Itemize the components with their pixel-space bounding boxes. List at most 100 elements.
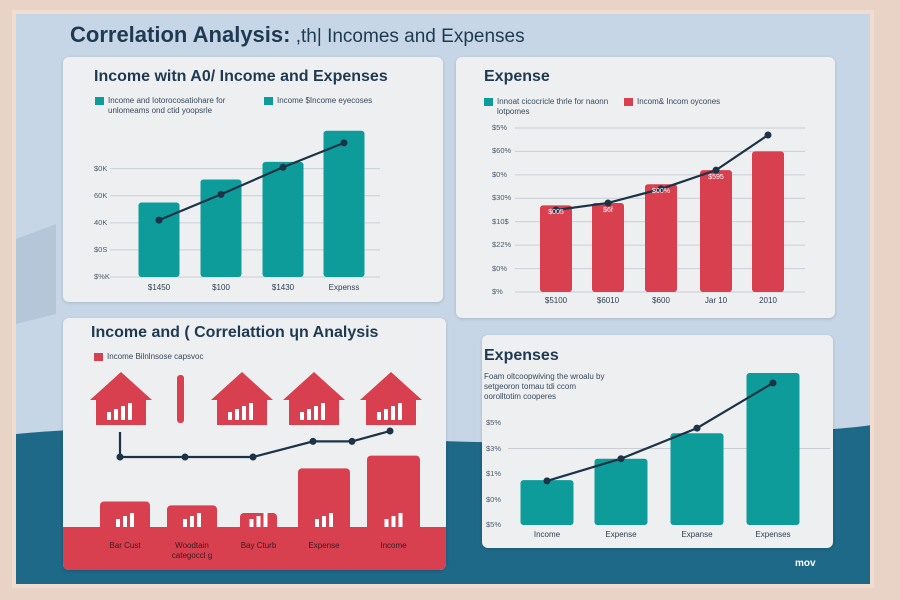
trend-point: [279, 163, 287, 171]
trend-point: [712, 166, 720, 174]
bar: [700, 170, 732, 292]
mini-bar-glyph: [242, 406, 246, 420]
house-chart-icon: [360, 372, 422, 425]
y-tick-label: $5%: [486, 520, 502, 529]
category-label: Income: [380, 541, 407, 550]
trend-point: [116, 453, 124, 461]
trend-point: [693, 424, 701, 432]
y-tick-label: $3%: [486, 443, 502, 453]
mini-bar-glyph: [249, 403, 253, 420]
mini-bar-glyph: [321, 403, 325, 420]
y-tick-label: $60%: [492, 146, 512, 156]
x-tick-label: $600: [652, 296, 670, 305]
x-tick-label: $100: [212, 283, 230, 292]
category-glyph: [197, 513, 201, 527]
bar-marker-icon: [177, 375, 184, 423]
category-label: Expense: [308, 541, 340, 550]
trend-point: [348, 437, 356, 445]
category-glyph: [123, 516, 127, 527]
category-glyph: [315, 519, 319, 527]
y-tick-label: 60K: [94, 190, 108, 200]
mini-bar-glyph: [121, 406, 125, 420]
y-tick-label: $%: [492, 287, 503, 296]
category-glyph: [130, 513, 134, 527]
bar: [200, 179, 242, 277]
x-tick-label: $6010: [596, 296, 620, 305]
trend-point: [764, 131, 772, 139]
chart2-legend-2: Incom& Incom oycones: [624, 97, 774, 107]
x-tick-label: $1430: [271, 283, 295, 292]
bar: [746, 373, 800, 525]
bar: [540, 205, 572, 292]
mini-bar-glyph: [300, 412, 304, 420]
chart4-title: Expenses: [484, 347, 559, 364]
mini-bar-glyph: [307, 409, 311, 420]
trend-point: [657, 185, 665, 193]
trend-point: [386, 427, 394, 435]
bar: [367, 455, 420, 567]
y-tick-label: $%K: [94, 272, 110, 281]
y-tick-label: $0%: [492, 263, 508, 273]
y-tick-label: 40K: [94, 217, 108, 227]
category-glyph: [116, 519, 120, 527]
bar-value-label: $6f: [603, 206, 613, 214]
x-tick-label: Expense: [605, 530, 637, 539]
bar: [262, 161, 304, 277]
trend-point: [617, 455, 625, 463]
trend-line: [118, 429, 391, 459]
y-tick-label: $10$: [492, 216, 509, 226]
bar: [167, 505, 217, 567]
chart2-legend-1: Innoat cicocricle thrle for naonn lotpom…: [484, 97, 614, 117]
bar: [138, 202, 180, 277]
house-chart-icon: [90, 372, 152, 425]
trend-point: [309, 437, 317, 445]
category-label: Woodtain categoccl g: [171, 541, 213, 560]
trend-line: [546, 382, 774, 482]
x-tick-label: Expenses: [755, 530, 791, 539]
bar: [645, 184, 677, 292]
mini-bar-glyph: [384, 409, 388, 420]
x-tick-label: Expanse: [681, 530, 713, 539]
x-tick-label: Expenss: [328, 283, 360, 292]
mini-bar-glyph: [391, 406, 395, 420]
x-tick-label: $1450: [147, 283, 171, 292]
trend-point: [340, 139, 348, 147]
category-glyph: [263, 513, 268, 527]
trend-point: [552, 206, 560, 214]
category-glyph: [249, 519, 254, 527]
y-tick-label: $0S: [94, 244, 108, 254]
trend-point: [181, 453, 189, 461]
chart2-title: Expense: [484, 68, 550, 85]
chart1-title: Income witn A0/ Income and Expenses: [94, 68, 388, 85]
x-tick-label: Jar 10: [704, 296, 728, 305]
y-tick-label: $5%: [486, 418, 502, 427]
trend-point: [604, 199, 612, 207]
y-tick-label: $0%: [492, 169, 508, 179]
trend-point: [155, 216, 163, 224]
house-chart-icon: [211, 372, 273, 425]
y-tick-label: $5%: [492, 123, 508, 132]
bar: [323, 130, 365, 277]
mini-bar-glyph: [377, 412, 381, 420]
x-tick-label: $5100: [544, 296, 568, 305]
page-title: Correlation Analysis: ,th| Incomes and E…: [70, 22, 525, 47]
category-glyph: [183, 519, 187, 527]
category-glyph: [398, 513, 403, 527]
y-tick-label: $0%: [486, 494, 502, 504]
chart1-legend-1: Income and Iotorocosatiohare for unlomea…: [95, 96, 255, 116]
bar: [592, 202, 624, 292]
bar-value-label: $595: [708, 174, 724, 182]
mini-bar-glyph: [235, 409, 239, 420]
category-label: Bar Cust: [109, 541, 141, 550]
mini-bar-glyph: [128, 403, 132, 420]
chart4-description: Foam oltcoopwiving the wroalu by setgeor…: [484, 372, 605, 401]
category-glyph: [322, 516, 326, 527]
bar-value-label: $00%: [652, 188, 670, 196]
trend-point: [217, 190, 225, 198]
chart3-title: Income and ( Correlattion ɥn Analysis: [91, 324, 379, 341]
trend-point: [769, 379, 777, 387]
mini-bar-glyph: [398, 403, 402, 420]
bar: [240, 512, 277, 567]
bar-value-label: $005: [548, 209, 564, 217]
